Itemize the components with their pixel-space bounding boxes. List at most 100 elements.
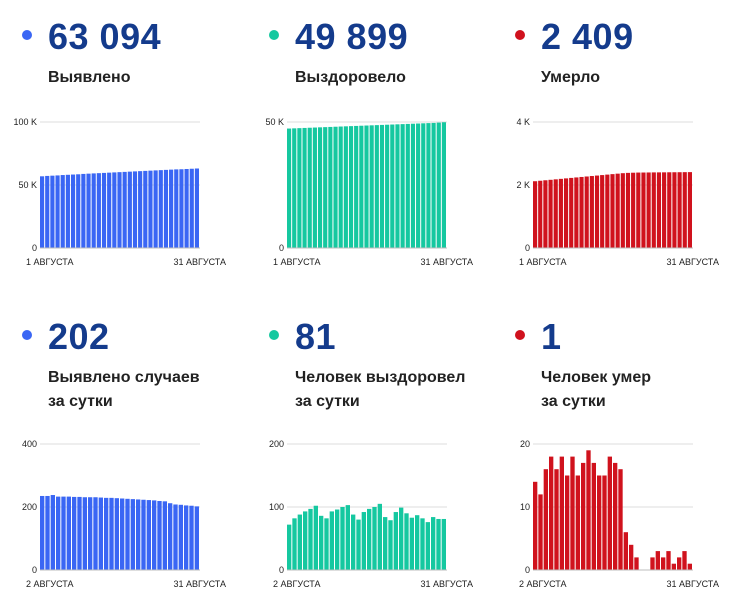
bar <box>631 172 636 248</box>
bar <box>152 500 157 570</box>
bar <box>189 505 194 570</box>
y-tick-label: 50 K <box>265 117 284 127</box>
bar <box>436 518 441 570</box>
stat-label-line: Выявлено <box>48 69 131 86</box>
bar <box>650 557 655 570</box>
bar <box>292 128 297 248</box>
y-tick-label: 200 <box>269 439 284 449</box>
bar <box>416 123 421 248</box>
bar <box>356 519 361 570</box>
bar <box>55 175 60 248</box>
bar <box>143 170 148 248</box>
bar <box>307 127 312 248</box>
bar <box>127 171 132 248</box>
bar <box>543 180 548 248</box>
bar <box>388 520 393 570</box>
bullet-dot <box>22 30 32 40</box>
x-tick-label: 31 АВГУСТА <box>420 257 473 267</box>
bar <box>385 124 390 248</box>
bar <box>40 495 45 570</box>
stat-value: 49 899 <box>295 16 409 57</box>
stat-panel-recovered: 49 899 Выздоровело 0 50 K 1 АВГУСТА 31 АВГУ… <box>265 16 499 301</box>
stat-panel-detected-daily: 202 Выявлено случаев за сутки 0 200 400 2 А… <box>22 316 252 601</box>
bar <box>65 174 70 248</box>
chart-recovered-daily: 0 100 200 2 АВГУСТА 31 АВГУСТА <box>269 439 473 589</box>
bar <box>641 172 646 248</box>
y-tick-label: 400 <box>22 439 37 449</box>
stat-label-line: Выявлено случаев <box>48 369 200 386</box>
bar <box>335 509 340 570</box>
bar <box>410 123 416 248</box>
bullet-dot <box>515 30 525 40</box>
bar <box>404 513 409 570</box>
stat-panel-detected: 63 094 Выявлено 0 50 K 100 K 1 АВГУСТА 31 АВ… <box>13 16 252 301</box>
y-tick-label: 0 <box>525 565 530 575</box>
bar <box>559 456 564 570</box>
bar <box>351 514 356 570</box>
bar <box>77 496 82 570</box>
bar <box>157 501 162 570</box>
bar <box>328 126 333 248</box>
bar <box>377 503 382 570</box>
bar <box>297 514 302 570</box>
bar <box>589 176 594 248</box>
y-tick-label: 200 <box>22 502 37 512</box>
bar <box>570 456 575 570</box>
bar <box>533 181 538 248</box>
bar <box>533 481 538 570</box>
bar <box>372 507 377 570</box>
bar <box>610 174 615 248</box>
bar <box>549 456 554 570</box>
bar <box>634 557 639 570</box>
x-tick-label: 2 АВГУСТА <box>26 579 74 589</box>
stat-label: Человек выздоровел за сутки <box>295 366 465 414</box>
stat-label-line: за сутки <box>48 393 113 410</box>
bar <box>548 179 553 248</box>
bar <box>76 174 81 248</box>
bar <box>677 557 682 570</box>
bar <box>625 172 631 248</box>
bar <box>107 172 112 248</box>
chart-recovered: 0 50 K 1 АВГУСТА 31 АВГУСТА <box>265 117 473 267</box>
bar <box>61 496 66 570</box>
bar <box>629 544 634 570</box>
bar <box>615 173 620 248</box>
x-tick-label: 31 АВГУСТА <box>666 579 719 589</box>
stat-label-line: за сутки <box>295 393 360 410</box>
bar <box>324 518 329 570</box>
bar <box>558 178 563 248</box>
bar <box>81 173 86 248</box>
y-tick-label: 100 K <box>13 117 37 127</box>
bar <box>323 127 328 248</box>
bar <box>125 498 130 570</box>
bar <box>563 178 569 248</box>
x-tick-label: 1 АВГУСТА <box>519 257 567 267</box>
x-tick-label: 1 АВГУСТА <box>273 257 321 267</box>
bar <box>367 508 372 570</box>
bar <box>600 175 605 248</box>
bar <box>569 177 574 248</box>
bar <box>112 172 117 248</box>
bar <box>667 172 672 248</box>
bar <box>146 500 151 570</box>
x-tick-label: 31 АВГУСТА <box>666 257 719 267</box>
bar <box>426 123 431 248</box>
bar <box>70 174 76 248</box>
bar <box>120 498 125 570</box>
bar <box>687 172 692 248</box>
stat-panel-recovered-daily: 81 Человек выздоровел за сутки 0 100 200 2 … <box>269 316 499 601</box>
y-tick-label: 4 K <box>516 117 530 127</box>
bullet-dot <box>515 330 525 340</box>
bar <box>302 127 307 248</box>
stat-value: 1 <box>541 316 562 357</box>
bar <box>431 517 436 570</box>
bar <box>623 532 628 570</box>
bar <box>672 172 677 248</box>
bar <box>50 175 55 248</box>
bar <box>292 518 297 570</box>
bar <box>543 469 548 570</box>
bar <box>687 563 692 570</box>
bar <box>348 126 354 248</box>
bar <box>319 515 324 570</box>
y-tick-label: 0 <box>32 243 37 253</box>
